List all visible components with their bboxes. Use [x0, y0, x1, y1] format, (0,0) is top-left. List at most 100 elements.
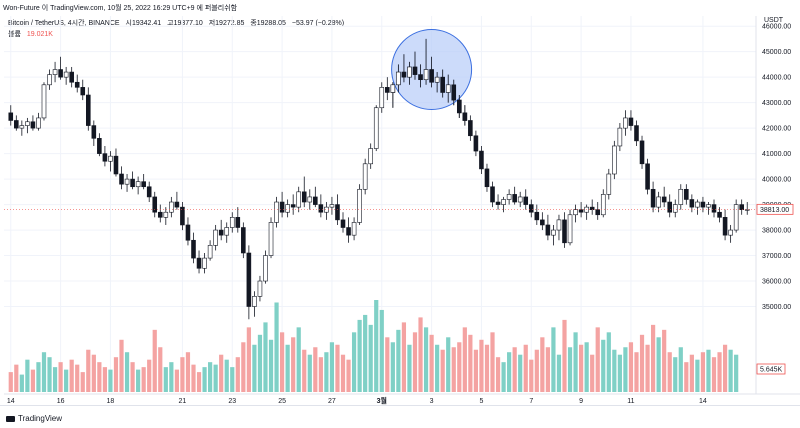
- candle: [218, 219, 224, 241]
- candle-down: [462, 112, 468, 121]
- candle: [661, 186, 667, 208]
- tradingview-logo-icon: [6, 415, 15, 422]
- volume-bar: [318, 357, 323, 392]
- candle: [700, 196, 706, 213]
- candle-down: [634, 125, 639, 142]
- candle-down: [246, 252, 252, 307]
- candle: [163, 207, 169, 225]
- candle-down: [8, 112, 14, 121]
- candle-up: [556, 219, 562, 231]
- tradingview-logo[interactable]: TradingView: [6, 414, 62, 423]
- candle: [285, 199, 290, 218]
- volume-bar: [329, 342, 335, 392]
- y-tick-label: 35000.00: [762, 304, 791, 311]
- volume-bar: [19, 374, 24, 392]
- candle-down: [440, 76, 445, 93]
- candle: [744, 202, 750, 215]
- candle-up: [169, 201, 174, 213]
- candle-up: [501, 199, 506, 205]
- candle-down: [484, 168, 490, 188]
- volume-bar: [385, 337, 390, 392]
- candle: [130, 171, 135, 190]
- candle-up: [407, 66, 412, 78]
- symbol-title[interactable]: Bitcoin / TetherUS, 4시간, BINANCE: [8, 20, 120, 27]
- candle-up: [274, 201, 279, 223]
- candle-down: [545, 224, 551, 236]
- volume-bar: [601, 339, 606, 392]
- volume-bar: [567, 347, 573, 392]
- candle-up: [257, 280, 263, 297]
- chart-overlay: [4, 29, 756, 210]
- candle-down: [80, 87, 86, 96]
- candle: [274, 196, 279, 228]
- publish-header: Won-Future 이 TradingView.com, 10월 25, 20…: [0, 0, 800, 14]
- candle: [196, 250, 202, 274]
- volume-bar: [252, 344, 257, 392]
- volume-bar: [147, 359, 152, 392]
- candle-up: [135, 181, 141, 188]
- volume-bar: [700, 352, 706, 392]
- candle: [69, 66, 74, 88]
- volume-bar: [562, 319, 567, 392]
- candle: [517, 191, 523, 208]
- volume-label[interactable]: 볼륨: [8, 31, 21, 38]
- candle-down: [69, 71, 74, 83]
- x-tick-label: 3: [430, 398, 434, 405]
- candle-down: [174, 201, 180, 208]
- candle: [722, 209, 728, 241]
- volume-bar: [47, 357, 52, 392]
- candle: [628, 110, 634, 131]
- candle: [573, 204, 578, 223]
- last-price-tag: [756, 203, 794, 215]
- volume-bar: [69, 359, 74, 392]
- candle-up: [678, 188, 684, 205]
- candle-down: [628, 117, 634, 126]
- volume-bar: [678, 347, 683, 392]
- volume-bar: [80, 372, 85, 392]
- y-tick-label: 40000.00: [762, 177, 791, 184]
- candle-up: [728, 229, 733, 236]
- candle-up: [617, 127, 623, 147]
- volume-bar: [662, 329, 667, 392]
- candle: [141, 174, 146, 190]
- candle: [368, 143, 373, 169]
- candle: [329, 196, 335, 215]
- candle-down: [102, 153, 108, 162]
- candle: [739, 199, 744, 215]
- volume-bar: [584, 342, 589, 392]
- chart-footer: TradingView: [0, 405, 800, 428]
- volume-bar: [174, 369, 179, 392]
- volume-bar: [446, 337, 451, 392]
- volume-bar: [208, 362, 213, 392]
- candle-up: [434, 76, 440, 83]
- volume-bar: [124, 352, 130, 392]
- volume-bar: [639, 334, 645, 392]
- volume-bar: [495, 357, 501, 392]
- volume-bar: [313, 347, 318, 392]
- x-tick-label: 9: [579, 398, 583, 405]
- candle-down: [667, 201, 673, 213]
- volume-bar: [285, 344, 290, 392]
- candle: [108, 151, 113, 172]
- volume-bar: [246, 327, 251, 392]
- candle: [479, 145, 484, 174]
- candle-down: [313, 196, 318, 205]
- volume-bar: [634, 352, 639, 392]
- candle-down: [74, 81, 80, 88]
- volume-bar: [617, 354, 622, 392]
- candle: [113, 148, 119, 177]
- y-tick-label: 42000.00: [762, 126, 791, 133]
- candle-down: [141, 181, 146, 188]
- volume-bar: [645, 344, 650, 392]
- candle-down: [717, 211, 722, 218]
- volume-bar: [396, 329, 401, 392]
- candle: [63, 66, 69, 85]
- candle-down: [650, 188, 656, 208]
- volume-bar: [296, 327, 301, 392]
- candle-down: [700, 201, 706, 208]
- candle-up: [252, 296, 257, 307]
- volume-bar: [263, 322, 268, 392]
- volume-bar: [141, 367, 146, 392]
- candle-down: [218, 229, 224, 236]
